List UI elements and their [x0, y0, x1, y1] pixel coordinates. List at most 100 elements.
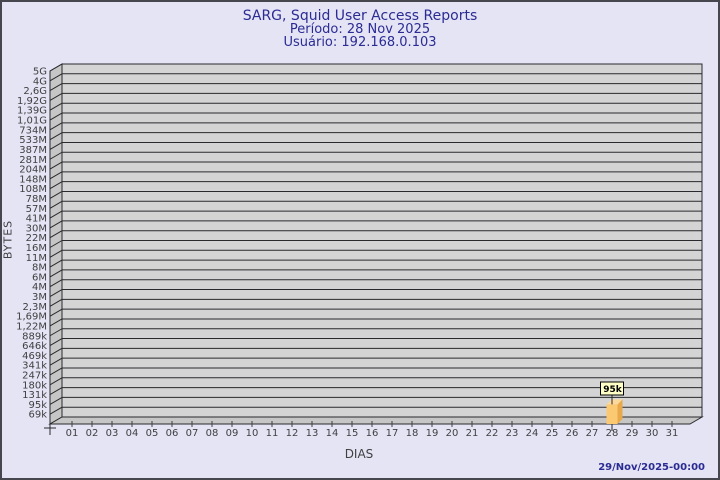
y-tick [49, 151, 63, 160]
y-tick [49, 112, 63, 121]
x-tick-label: 01 [66, 428, 79, 439]
x-tick-label: 14 [326, 428, 339, 439]
y-tick [49, 132, 63, 141]
x-tick-label: 02 [86, 428, 99, 439]
x-tick-label: 16 [366, 428, 379, 439]
y-tick [49, 338, 63, 346]
x-tick-label: 24 [526, 428, 539, 439]
y-tick-label: 41M [26, 214, 47, 225]
y-tick [49, 63, 63, 72]
y-tick [49, 387, 63, 396]
x-tick-label: 15 [346, 428, 359, 439]
x-tick-label: 06 [166, 428, 179, 439]
y-tick-label: 1,01G [17, 116, 47, 127]
y-tick-label: 247k [22, 370, 47, 381]
y-tick-label: 8M [32, 263, 47, 274]
y-tick [49, 92, 63, 101]
y-tick-label: 734M [19, 125, 47, 136]
y-tick [49, 318, 63, 327]
y-tick-label: 95k [28, 400, 47, 411]
x-tick-label: 09 [226, 428, 239, 439]
y-tick-label: 1,39G [17, 106, 47, 117]
x-tick-label: 13 [306, 428, 319, 439]
x-tick-label: 27 [586, 428, 599, 439]
chart-user: Usuário: 192.168.0.103 [283, 35, 437, 50]
y-tick [49, 171, 63, 180]
y-tick [49, 357, 63, 366]
y-tick-label: 30M [26, 223, 47, 234]
y-tick [49, 367, 63, 376]
y-tick-label: 889k [22, 331, 47, 342]
y-tick [49, 220, 63, 229]
y-tick [49, 406, 63, 415]
x-tick-label: 28 [606, 428, 619, 439]
x-tick-label: 19 [426, 428, 439, 439]
y-tick [49, 308, 63, 317]
x-tick-label: 31 [666, 428, 679, 439]
x-tick-label: 29 [626, 428, 639, 439]
y-tick-label: 3M [32, 292, 47, 303]
y-tick [49, 289, 63, 297]
bottom-wall [48, 416, 704, 425]
x-tick-label: 22 [486, 428, 499, 439]
y-tick [49, 377, 63, 386]
y-tick-label: 22M [26, 233, 47, 244]
x-axis-title: DIAS [344, 447, 374, 461]
chart-period: Período: 28 Nov 2025 [289, 22, 431, 37]
y-tick [49, 328, 63, 337]
y-tick [49, 83, 63, 92]
y-tick-label: 2,6G [23, 86, 47, 97]
x-tick-label: 05 [146, 428, 159, 439]
y-tick-label: 5G [33, 67, 47, 78]
y-tick [49, 396, 63, 405]
value-flag [600, 381, 624, 396]
y-tick-label: 11M [26, 253, 47, 264]
y-tick-label: 78M [26, 194, 47, 205]
y-tick [49, 240, 63, 248]
y-tick-label: 469k [22, 351, 47, 362]
y-tick [49, 279, 63, 288]
y-tick [49, 142, 63, 150]
y-tick-label: 16M [26, 243, 47, 254]
x-tick-label: 30 [646, 428, 659, 439]
y-tick-label: 1,22M [16, 321, 47, 332]
y-tick [49, 181, 63, 190]
y-tick-label: 6M [32, 272, 47, 283]
y-tick [49, 161, 63, 170]
y-tick-label: 131k [22, 390, 47, 401]
x-tick-label: 08 [206, 428, 219, 439]
x-tick-label: 04 [126, 428, 139, 439]
y-tick [49, 210, 63, 219]
bar-top [606, 399, 623, 405]
x-tick-label: 10 [246, 428, 259, 439]
y-tick-label: 341k [22, 361, 47, 372]
x-tick-label: 23 [506, 428, 519, 439]
y-tick-label: 1,92G [17, 96, 47, 107]
bar-side [617, 399, 623, 424]
y-tick [49, 249, 63, 258]
x-tick-label: 11 [266, 428, 279, 439]
y-tick-label: 180k [22, 380, 47, 391]
chart-title: SARG, Squid User Access Reports [242, 8, 478, 24]
x-tick-label: 18 [406, 428, 419, 439]
x-tick-label: 20 [446, 428, 459, 439]
y-tick-label: 148M [19, 174, 47, 185]
x-tick-label: 25 [546, 428, 559, 439]
y-tick [49, 102, 63, 111]
y-tick [49, 191, 63, 199]
y-tick [49, 298, 63, 307]
y-tick-label: 281M [19, 155, 47, 166]
y-tick [49, 269, 63, 278]
x-tick-label: 07 [186, 428, 199, 439]
y-tick-label: 646k [22, 341, 47, 352]
y-tick [49, 259, 63, 268]
bar [606, 404, 618, 424]
y-tick-label: 4G [33, 76, 47, 87]
x-tick-label: 21 [466, 428, 479, 439]
x-tick-label: 03 [106, 428, 119, 439]
y-tick [49, 230, 63, 239]
report-timestamp: 29/Nov/2025-00:00 [598, 462, 705, 473]
y-tick-label: 387M [19, 145, 47, 156]
x-tick-label: 17 [386, 428, 399, 439]
